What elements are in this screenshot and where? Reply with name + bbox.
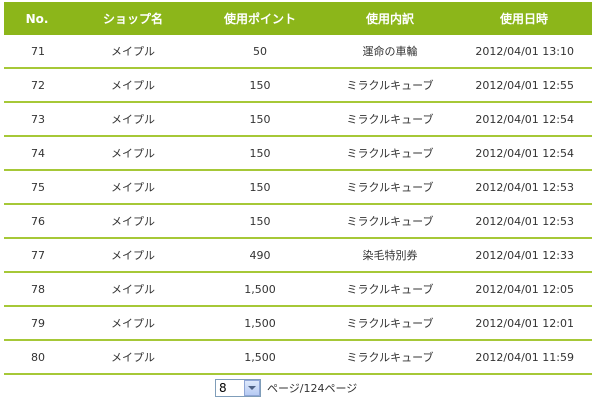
header-usage-detail: 使用内訳 [324, 2, 456, 35]
cell-shop: メイプル [70, 35, 196, 69]
cell-shop: メイプル [70, 136, 196, 171]
cell-points: 490 [196, 238, 324, 273]
pagination: 8 ページ/124ページ [215, 378, 357, 398]
table-row: 76 メイプル 150 ミラクルキューブ 2012/04/01 12:53 [4, 204, 592, 239]
cell-no: 76 [4, 204, 70, 239]
table-row: 74 メイプル 150 ミラクルキューブ 2012/04/01 12:54 [4, 136, 592, 171]
cell-date: 2012/04/01 12:33 [456, 238, 592, 273]
cell-shop: メイプル [70, 238, 196, 273]
cell-no: 78 [4, 272, 70, 307]
point-usage-table: No. ショップ名 使用ポイント 使用内訳 使用日時 71 メイプル 50 運命… [4, 2, 592, 375]
table-row: 77 メイプル 490 染毛特別券 2012/04/01 12:33 [4, 238, 592, 273]
cell-detail: 染毛特別券 [324, 238, 456, 273]
table-row: 75 メイプル 150 ミラクルキューブ 2012/04/01 12:53 [4, 170, 592, 205]
cell-shop: メイプル [70, 272, 196, 307]
cell-points: 150 [196, 136, 324, 171]
cell-detail: ミラクルキューブ [324, 306, 456, 341]
cell-no: 74 [4, 136, 70, 171]
page-select-dropdown-button[interactable] [244, 380, 260, 396]
cell-detail: ミラクルキューブ [324, 272, 456, 307]
cell-shop: メイプル [70, 204, 196, 239]
table-row: 71 メイプル 50 運命の車輪 2012/04/01 13:10 [4, 35, 592, 69]
page-select-value: 8 [219, 381, 227, 395]
cell-shop: メイプル [70, 102, 196, 137]
cell-shop: メイプル [70, 306, 196, 341]
cell-detail: ミラクルキューブ [324, 136, 456, 171]
cell-points: 150 [196, 204, 324, 239]
cell-no: 79 [4, 306, 70, 341]
header-points-used: 使用ポイント [196, 2, 324, 35]
cell-no: 72 [4, 68, 70, 103]
header-no: No. [4, 2, 70, 35]
cell-date: 2012/04/01 12:54 [456, 102, 592, 137]
cell-detail: 運命の車輪 [324, 35, 456, 69]
cell-date: 2012/04/01 12:01 [456, 306, 592, 341]
header-shop-name: ショップ名 [70, 2, 196, 35]
cell-no: 75 [4, 170, 70, 205]
cell-date: 2012/04/01 12:54 [456, 136, 592, 171]
cell-date: 2012/04/01 12:55 [456, 68, 592, 103]
cell-shop: メイプル [70, 170, 196, 205]
header-usage-date: 使用日時 [456, 2, 592, 35]
cell-shop: メイプル [70, 68, 196, 103]
cell-detail: ミラクルキューブ [324, 68, 456, 103]
cell-date: 2012/04/01 12:53 [456, 204, 592, 239]
table-row: 80 メイプル 1,500 ミラクルキューブ 2012/04/01 11:59 [4, 340, 592, 375]
cell-points: 150 [196, 68, 324, 103]
cell-date: 2012/04/01 12:53 [456, 170, 592, 205]
table-row: 73 メイプル 150 ミラクルキューブ 2012/04/01 12:54 [4, 102, 592, 137]
cell-points: 1,500 [196, 306, 324, 341]
cell-date: 2012/04/01 12:05 [456, 272, 592, 307]
cell-no: 80 [4, 340, 70, 375]
cell-no: 73 [4, 102, 70, 137]
cell-points: 150 [196, 102, 324, 137]
cell-detail: ミラクルキューブ [324, 170, 456, 205]
page-select[interactable]: 8 [215, 379, 261, 397]
table-row: 79 メイプル 1,500 ミラクルキューブ 2012/04/01 12:01 [4, 306, 592, 341]
table-header-row: No. ショップ名 使用ポイント 使用内訳 使用日時 [4, 2, 592, 35]
cell-no: 77 [4, 238, 70, 273]
cell-points: 1,500 [196, 340, 324, 375]
chevron-down-icon [248, 386, 256, 390]
cell-date: 2012/04/01 11:59 [456, 340, 592, 375]
table-row: 72 メイプル 150 ミラクルキューブ 2012/04/01 12:55 [4, 68, 592, 103]
cell-points: 1,500 [196, 272, 324, 307]
cell-detail: ミラクルキューブ [324, 340, 456, 375]
table-row: 78 メイプル 1,500 ミラクルキューブ 2012/04/01 12:05 [4, 272, 592, 307]
cell-detail: ミラクルキューブ [324, 102, 456, 137]
cell-points: 150 [196, 170, 324, 205]
cell-points: 50 [196, 35, 324, 69]
page-count-label: ページ/124ページ [267, 382, 358, 395]
cell-date: 2012/04/01 13:10 [456, 35, 592, 69]
cell-no: 71 [4, 35, 70, 69]
cell-shop: メイプル [70, 340, 196, 375]
cell-detail: ミラクルキューブ [324, 204, 456, 239]
